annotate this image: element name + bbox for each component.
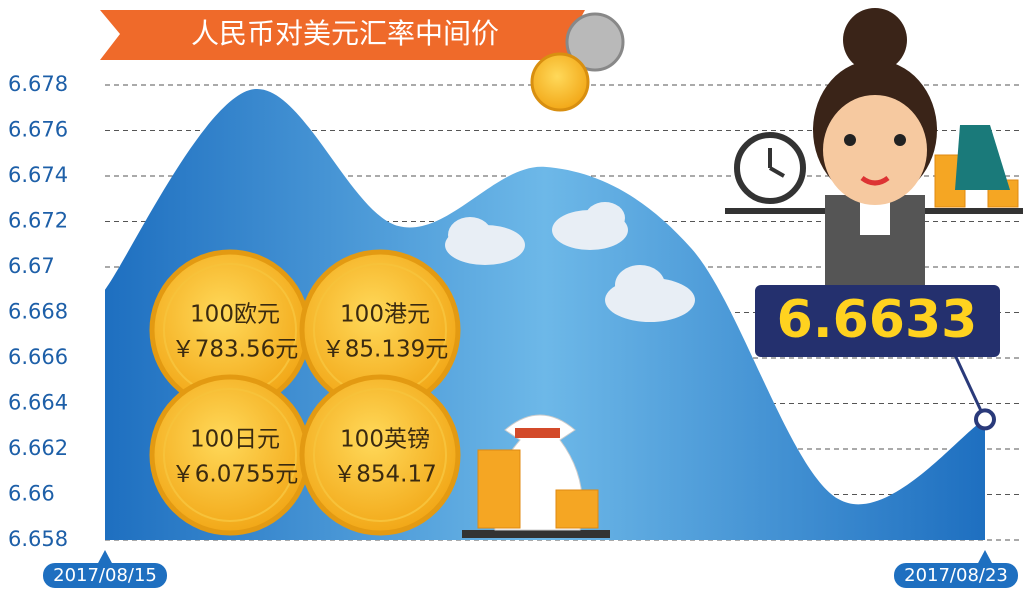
coin-price: ￥85.139元 [322, 337, 448, 363]
coin-name: 100欧元 [190, 302, 280, 328]
y-tick-label: 6.666 [8, 345, 68, 369]
figure [725, 8, 1023, 285]
y-tick-label: 6.676 [8, 118, 68, 142]
chart: 6.658 6.66 6.662 6.664 6.666 6.668 6.67 6.672 6.… [0, 0, 1024, 590]
coin [152, 377, 308, 533]
date-pointer [977, 550, 993, 565]
y-tick-label: 6.67 [8, 254, 55, 278]
coin-name: 100港元 [340, 302, 430, 328]
coin-price: ￥6.0755元 [172, 462, 298, 488]
x-tick-label: 2017/08/23 [904, 565, 1008, 586]
y-tick-label: 6.664 [8, 391, 68, 415]
y-tick-label: 6.662 [8, 436, 68, 460]
y-tick-label: 6.668 [8, 300, 68, 324]
coin [302, 377, 458, 533]
coin-name: 100日元 [190, 427, 280, 453]
y-tick-label: 6.658 [8, 527, 68, 551]
chart-title: 人民币对美元汇率中间价 [191, 17, 499, 50]
date-pointer [97, 550, 113, 565]
decor-coin [532, 54, 588, 110]
value-label: 6.6633 [777, 290, 978, 350]
y-tick-label: 6.672 [8, 209, 68, 233]
x-tick-label: 2017/08/15 [53, 565, 157, 586]
end-point [976, 410, 994, 428]
coin-name: 100英镑 [340, 427, 430, 453]
y-tick-label: 6.674 [8, 163, 68, 187]
coin-price: ￥854.17 [333, 462, 436, 488]
y-tick-label: 6.678 [8, 72, 68, 96]
coin-price: ￥783.56元 [172, 337, 298, 363]
y-tick-label: 6.66 [8, 482, 55, 506]
